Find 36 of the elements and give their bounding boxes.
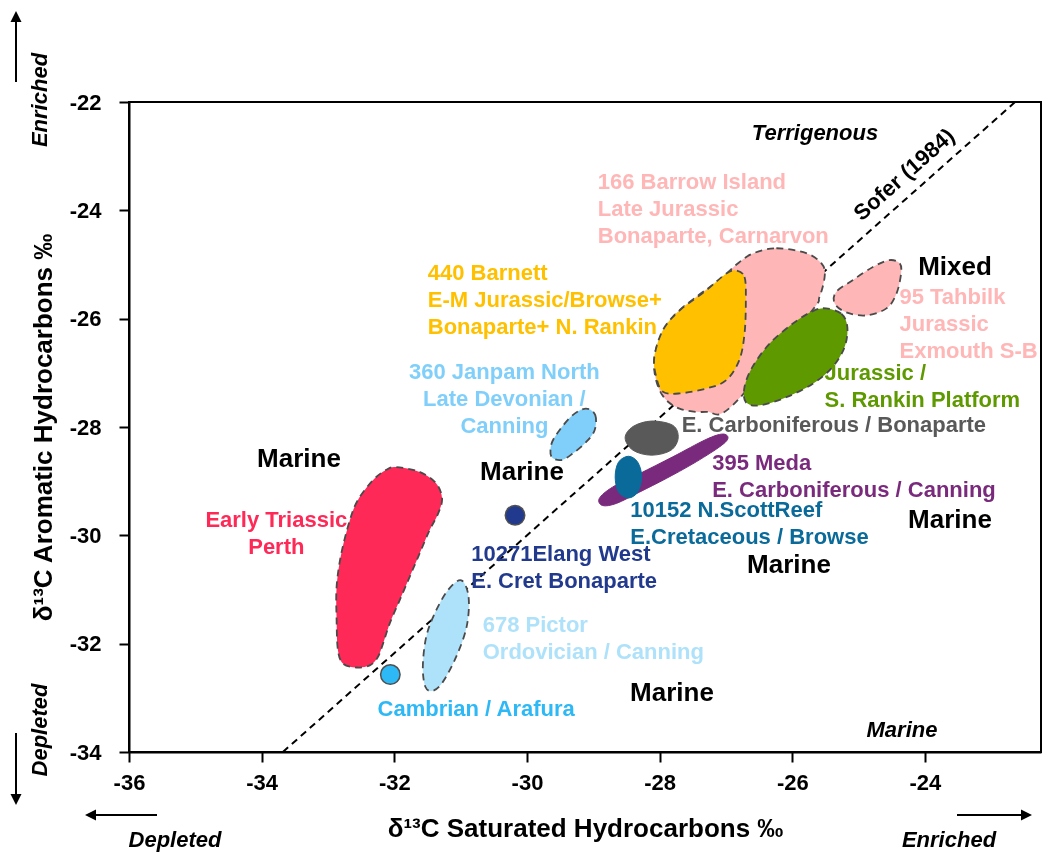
series-label: Cambrian / Arafura xyxy=(377,696,576,722)
x-tick-label: -32 xyxy=(378,769,411,795)
text: Enriched xyxy=(27,52,52,148)
y-tick-label: -22 xyxy=(69,89,102,115)
text: Depleted xyxy=(128,827,223,852)
series-label: 440 Barnett E-M Jurassic/Browse+ Bonaparte+ N. Rankin xyxy=(427,259,662,339)
y-tick-label: -28 xyxy=(69,414,102,440)
series-label: E. Carboniferous / Bonaparte xyxy=(681,412,987,438)
series-label: 678 Pictor Ordovician / Canning xyxy=(482,612,704,665)
annotation: Marine xyxy=(630,677,714,707)
series-label: 166 Barrow Island Late Jurassic Bonaparte, Carnarvon xyxy=(597,168,829,248)
y-tick-label: -26 xyxy=(69,306,102,332)
series-label: Early Triassic Perth xyxy=(205,506,348,559)
annotation: Terrigenous xyxy=(751,120,879,145)
annotation: Marine xyxy=(257,443,341,473)
x-axis-title: δ¹³C Saturated Hydrocarbons ‰ xyxy=(387,812,784,843)
x-tick-label: -28 xyxy=(644,769,677,795)
y-axis-title: δ¹³C Aromatic Hydrocarbons ‰ xyxy=(27,233,58,622)
y-tick-label: -34 xyxy=(69,739,103,765)
text: Enriched xyxy=(901,827,997,852)
x-tick-label: -24 xyxy=(909,769,943,795)
annotation: Marine xyxy=(747,549,831,579)
y-tick-label: -32 xyxy=(69,631,102,657)
y-tick-label: -30 xyxy=(69,522,102,548)
x-tick-label: -30 xyxy=(511,769,544,795)
series-label: 360 Janpam North Late Devonian / Canning xyxy=(409,359,600,439)
series-label: 395 Meda E. Carboniferous / Canning xyxy=(712,449,996,502)
x-tick-label: -34 xyxy=(246,769,279,795)
x-tick-label: -26 xyxy=(776,769,809,795)
annotation: Mixed xyxy=(918,251,992,281)
x-tick-label: -36 xyxy=(113,769,146,795)
annotation: Marine xyxy=(866,717,938,742)
y-tick-label: -24 xyxy=(69,197,103,223)
text: Depleted xyxy=(27,682,52,777)
annotation: Marine xyxy=(480,456,564,486)
annotation: Marine xyxy=(908,504,992,534)
